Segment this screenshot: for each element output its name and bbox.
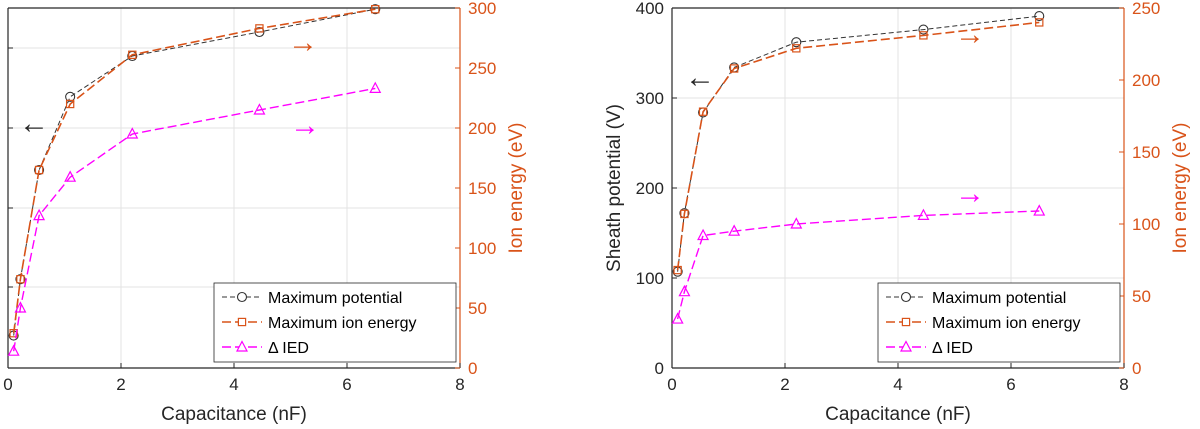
data-point-triangle — [1033, 204, 1046, 216]
x-tick-label: 2 — [780, 375, 789, 394]
data-point-square — [792, 44, 801, 53]
y-left-axis-title: Sheath potential (V) — [604, 104, 625, 272]
y-left-tick-label: 400 — [636, 0, 664, 18]
data-point-triangle — [790, 217, 803, 229]
legend-marker-circle — [236, 291, 248, 303]
data-point-square — [371, 4, 380, 14]
y-right-tick-label: 200 — [468, 119, 496, 138]
series-line-triangle — [676, 210, 1040, 320]
series-line-triangle — [13, 87, 376, 352]
y-right-tick-label: 300 — [468, 0, 496, 18]
data-point-circle — [791, 37, 802, 48]
data-point-circle — [254, 26, 265, 38]
data-point-triangle — [7, 344, 20, 356]
y-left-tick-label: 100 — [636, 269, 664, 288]
data-point-square — [729, 64, 739, 73]
y-right-tick-label: 0 — [468, 359, 477, 378]
x-axis-title: Capacitance (nF) — [825, 404, 971, 425]
y-right-tick-label: 200 — [1132, 71, 1160, 90]
data-point-square — [16, 275, 25, 284]
data-point-square — [673, 265, 682, 275]
y-right-tick-label: 100 — [1132, 215, 1160, 234]
arrow-annotation-right: → — [288, 26, 318, 59]
data-point-triangle — [126, 127, 139, 139]
data-point-square — [1035, 18, 1044, 27]
data-point-triangle — [728, 224, 741, 236]
y-right-tick-label: 0 — [1132, 359, 1141, 378]
legend-label: Maximum potential — [268, 290, 402, 307]
y-left-tick-label: 300 — [636, 89, 664, 108]
y-right-axis-title: Ion energy (eV) — [1170, 123, 1191, 254]
arrow-annotation-right: → — [955, 18, 985, 51]
legend-label: Maximum potential — [932, 290, 1066, 307]
data-point-square — [919, 31, 928, 40]
data-point-square — [680, 209, 689, 219]
data-point-square — [9, 329, 18, 338]
x-axis-title: Capacitance (nF) — [161, 404, 307, 425]
arrow-annotation-left: ← — [685, 61, 715, 94]
y-right-tick-label: 250 — [1132, 0, 1160, 18]
x-tick-label: 6 — [1006, 375, 1015, 394]
legend-marker-square — [237, 317, 247, 327]
y-left-tick-label: 200 — [636, 179, 664, 198]
legend-marker-circle — [900, 291, 912, 303]
arrow-annotation-right: → — [955, 177, 985, 210]
legend-marker-triangle — [900, 340, 912, 352]
x-tick-label: 0 — [3, 375, 12, 394]
x-tick-label: 2 — [116, 375, 125, 394]
arrow-annotation-right: → — [290, 109, 320, 142]
data-point-circle — [918, 24, 929, 35]
data-point-triangle — [697, 228, 710, 241]
data-point-square — [255, 24, 264, 33]
x-tick-label: 4 — [229, 375, 238, 394]
y-right-axis-title: Ion energy (eV) — [506, 123, 527, 254]
y-left-tick-label: 0 — [655, 359, 664, 378]
x-tick-label: 8 — [455, 375, 464, 394]
x-tick-label: 0 — [667, 375, 676, 394]
data-point-triangle — [671, 312, 684, 324]
data-point-square — [65, 99, 75, 109]
legend-label: Δ IED — [932, 340, 973, 357]
data-point-square — [128, 50, 137, 60]
data-point-triangle — [678, 284, 691, 297]
data-point-triangle — [64, 170, 77, 182]
data-point-triangle — [917, 208, 930, 220]
x-tick-label: 6 — [342, 375, 351, 394]
data-point-triangle — [253, 103, 266, 115]
series-line-square — [676, 21, 1040, 271]
series-line-square — [12, 8, 376, 334]
arrow-annotation-left: ← — [19, 107, 49, 140]
data-point-circle — [1034, 11, 1045, 22]
data-point-triangle — [369, 81, 382, 94]
x-tick-label: 8 — [1119, 375, 1128, 394]
y-right-tick-label: 150 — [468, 179, 496, 198]
legend-label: Maximum ion energy — [268, 315, 417, 332]
y-right-tick-label: 50 — [1132, 287, 1151, 306]
legend-marker-triangle — [236, 340, 248, 352]
data-point-triangle — [33, 208, 46, 221]
legend-marker-square — [901, 317, 911, 327]
data-point-triangle — [14, 301, 27, 313]
series-line-circle — [677, 15, 1040, 272]
data-point-circle — [65, 91, 76, 102]
y-right-tick-label: 150 — [1132, 143, 1160, 162]
data-point-square — [698, 107, 708, 116]
data-point-square — [34, 165, 44, 175]
legend-label: Δ IED — [268, 340, 309, 357]
y-right-tick-label: 250 — [468, 59, 496, 78]
legend-label: Maximum ion energy — [932, 315, 1081, 332]
x-tick-label: 4 — [893, 375, 902, 394]
y-right-tick-label: 50 — [468, 299, 487, 318]
y-right-tick-label: 100 — [468, 239, 496, 258]
